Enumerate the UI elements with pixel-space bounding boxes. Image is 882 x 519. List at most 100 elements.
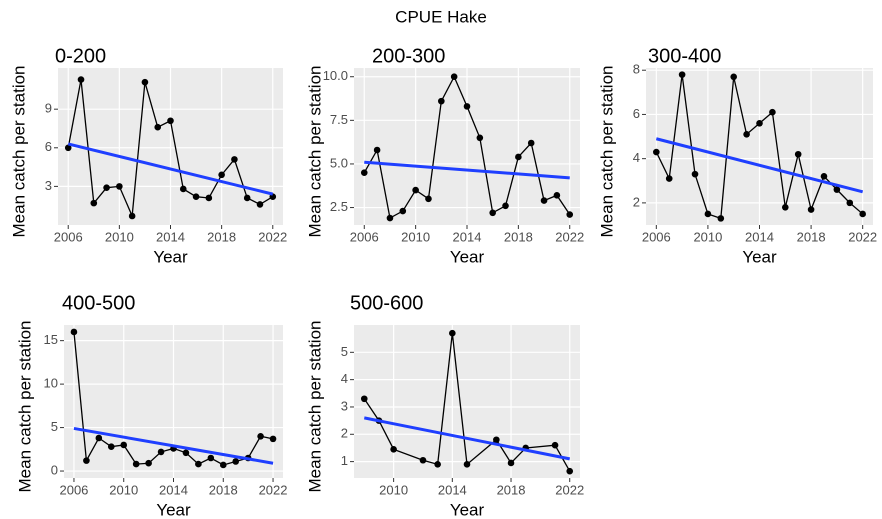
data-point bbox=[476, 134, 484, 142]
data-point bbox=[192, 193, 200, 200]
data-point bbox=[219, 461, 227, 469]
data-point bbox=[195, 460, 202, 468]
data-point bbox=[77, 76, 85, 83]
data-point bbox=[807, 206, 815, 213]
y-tick-label: 9 bbox=[45, 101, 52, 116]
data-point bbox=[434, 461, 441, 468]
x-tick-label: 2010 bbox=[105, 229, 134, 244]
data-point bbox=[167, 117, 174, 125]
panel-title: 500-600 bbox=[350, 292, 423, 314]
x-tick-label: 2014 bbox=[438, 482, 467, 497]
y-tick-label: 5 bbox=[341, 344, 348, 359]
x-tick-label: 2010 bbox=[693, 229, 722, 244]
y-tick-label: 2 bbox=[341, 426, 348, 441]
trend-line bbox=[363, 416, 571, 461]
data-point bbox=[704, 210, 712, 218]
data-point bbox=[425, 195, 432, 203]
x-tick-label: 2018 bbox=[797, 229, 826, 244]
y-axis-label: Mean catch per station bbox=[9, 66, 28, 238]
y-tick-label: 10.0 bbox=[323, 68, 348, 83]
data-point bbox=[769, 108, 776, 116]
data-point bbox=[386, 214, 394, 222]
data-point bbox=[218, 171, 225, 179]
x-tick-label: 2006 bbox=[642, 229, 671, 244]
data-point bbox=[463, 103, 471, 110]
y-tick-label: 1 bbox=[341, 453, 348, 468]
y-tick-label: 0 bbox=[51, 462, 58, 477]
data-point bbox=[553, 192, 561, 199]
data-point bbox=[412, 186, 419, 194]
y-tick-label: 2 bbox=[633, 194, 640, 209]
x-tick-label: 2006 bbox=[59, 482, 88, 497]
x-tick-label: 2006 bbox=[350, 229, 379, 244]
data-point bbox=[833, 186, 841, 193]
x-axis-label: Year bbox=[156, 500, 191, 519]
x-tick-label: 2010 bbox=[109, 482, 138, 497]
x-tick-label: 2018 bbox=[209, 482, 238, 497]
data-point bbox=[438, 97, 445, 105]
y-tick-label: 7.5 bbox=[330, 112, 348, 127]
data-point bbox=[551, 441, 559, 449]
y-tick-label: 6 bbox=[45, 139, 52, 154]
data-point bbox=[360, 169, 368, 176]
x-axis-label: Year bbox=[742, 247, 777, 266]
data-point bbox=[527, 139, 535, 147]
trend-line bbox=[67, 142, 274, 196]
data-point bbox=[64, 144, 72, 152]
y-tick-label: 3 bbox=[341, 398, 348, 413]
data-point bbox=[132, 460, 140, 468]
data-point bbox=[489, 209, 496, 217]
y-tick-label: 3 bbox=[45, 178, 52, 193]
data-point bbox=[691, 170, 699, 178]
data-point bbox=[157, 448, 165, 456]
data-point bbox=[540, 197, 548, 204]
data-point bbox=[107, 443, 115, 451]
data-point bbox=[449, 329, 456, 337]
data-point bbox=[820, 173, 828, 180]
data-point bbox=[179, 185, 187, 193]
data-point bbox=[145, 459, 152, 467]
x-tick-label: 2018 bbox=[497, 482, 526, 497]
data-point bbox=[120, 441, 128, 449]
data-point bbox=[128, 212, 136, 220]
x-tick-label: 2014 bbox=[156, 229, 185, 244]
data-point bbox=[103, 184, 110, 191]
panel-title: 400-500 bbox=[62, 292, 135, 314]
data-point bbox=[90, 199, 98, 207]
data-point bbox=[95, 434, 103, 442]
y-tick-label: 2.5 bbox=[330, 199, 348, 214]
data-point bbox=[70, 328, 78, 336]
data-point bbox=[502, 202, 509, 210]
data-point bbox=[360, 395, 368, 403]
data-point bbox=[83, 457, 90, 464]
data-point bbox=[257, 432, 264, 440]
x-tick-label: 2010 bbox=[401, 229, 430, 244]
data-point bbox=[243, 194, 251, 202]
y-tick-label: 5 bbox=[51, 419, 58, 434]
data-point bbox=[566, 467, 574, 475]
data-point bbox=[678, 71, 686, 78]
data-point bbox=[717, 215, 725, 222]
data-point bbox=[419, 456, 427, 464]
data-point bbox=[794, 150, 802, 158]
x-axis-label: Year bbox=[153, 247, 188, 266]
data-point bbox=[207, 454, 215, 462]
data-point bbox=[399, 207, 407, 215]
x-tick-label: 2010 bbox=[379, 482, 408, 497]
y-axis-label: Mean catch per station bbox=[305, 321, 324, 493]
data-point bbox=[781, 204, 789, 211]
panel-title: 0-200 bbox=[55, 45, 106, 67]
data-point bbox=[743, 131, 750, 138]
trend-line bbox=[364, 160, 570, 180]
data-point bbox=[182, 449, 190, 457]
data-point bbox=[493, 436, 500, 444]
y-tick-label: 15 bbox=[44, 332, 58, 347]
data-point bbox=[269, 435, 277, 443]
data-point bbox=[205, 194, 213, 202]
y-tick-label: 4 bbox=[633, 150, 640, 165]
x-axis-label: Year bbox=[450, 247, 485, 266]
data-point bbox=[256, 201, 264, 208]
data-point bbox=[653, 148, 660, 156]
x-tick-label: 2018 bbox=[207, 229, 236, 244]
